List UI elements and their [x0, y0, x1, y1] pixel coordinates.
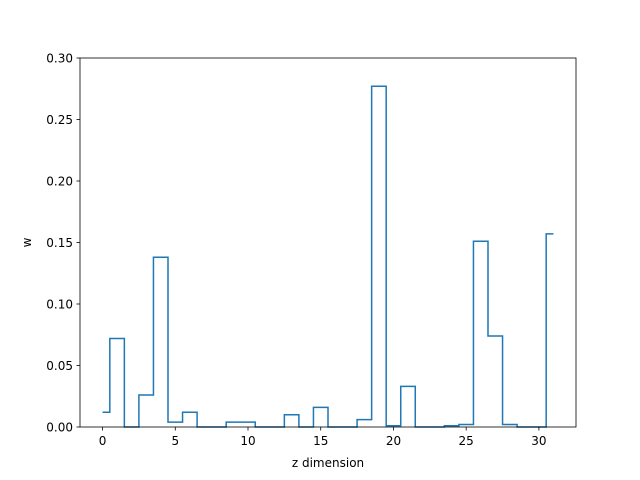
series-line-0 [102, 85, 554, 428]
x-tick-label: 10 [240, 434, 255, 448]
y-tick-label: 0.05 [46, 359, 73, 373]
x-tick-label: 0 [99, 434, 107, 448]
y-tick-label: 0.15 [46, 236, 73, 250]
y-tick-label: 0.25 [46, 113, 73, 127]
y-tick-label: 0.00 [46, 421, 73, 435]
y-tick-label: 0.20 [46, 175, 73, 189]
x-tick-label: 15 [313, 434, 328, 448]
x-tick-label: 20 [386, 434, 401, 448]
y-axis: 0.00 0.05 0.10 0.15 0.20 0.25 0.30 [46, 52, 80, 435]
x-tick-label: 25 [459, 434, 474, 448]
y-tick-label: 0.30 [46, 52, 73, 66]
x-tick-label: 30 [531, 434, 546, 448]
series-layer [102, 85, 554, 428]
x-tick-label: 5 [171, 434, 179, 448]
y-tick-label: 0.10 [46, 298, 73, 312]
x-axis-label: z dimension [292, 456, 364, 470]
y-axis-label: w [20, 237, 34, 247]
x-axis: 0 5 10 15 20 25 30 [99, 427, 547, 448]
